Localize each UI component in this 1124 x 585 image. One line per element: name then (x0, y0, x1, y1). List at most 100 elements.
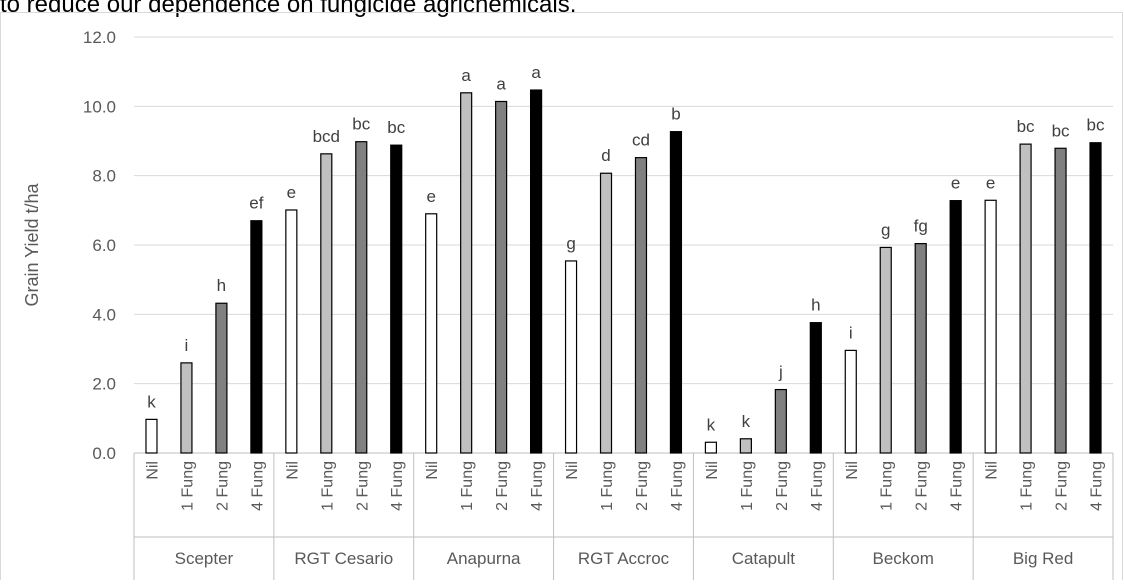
bar (320, 153, 333, 454)
data-label: e (986, 173, 995, 192)
bar (564, 260, 578, 454)
x-tick-label: 1 Fung (599, 461, 616, 511)
x-tick-label: 2 Fung (774, 461, 791, 511)
x-tick-label: 1 Fung (739, 461, 756, 511)
caption-text: to reduce our dependence on fungicide ag… (0, 0, 577, 18)
data-label: e (426, 187, 435, 206)
group-label: Scepter (175, 549, 234, 568)
group-label: RGT Accroc (578, 549, 670, 568)
data-label: k (742, 412, 751, 431)
bar (914, 243, 927, 454)
bar (285, 209, 298, 454)
x-tick-label: 4 Fung (249, 461, 266, 511)
x-tick-label: 4 Fung (389, 461, 406, 511)
data-label: bcd (313, 127, 340, 146)
data-label: bc (1087, 116, 1105, 135)
bar (599, 172, 613, 454)
bar (774, 388, 787, 454)
data-label: a (531, 63, 541, 82)
bar (180, 362, 193, 454)
data-label: e (951, 174, 960, 193)
x-tick-label: 2 Fung (634, 461, 651, 511)
data-label: g (881, 220, 890, 239)
y-tick-label: 8.0 (92, 167, 116, 186)
x-tick-label: 1 Fung (1019, 461, 1036, 511)
data-label: bc (1052, 121, 1070, 140)
group-label: Anapurna (447, 549, 521, 568)
y-tick-label: 4.0 (92, 305, 116, 324)
x-tick-label: Nil (564, 461, 581, 480)
data-label: j (778, 363, 783, 382)
x-tick-label: 2 Fung (1054, 461, 1071, 511)
data-label: i (849, 323, 853, 342)
x-tick-label: 1 Fung (459, 461, 476, 511)
bar (529, 89, 543, 454)
bar (460, 92, 473, 454)
x-tick-label: 2 Fung (914, 461, 931, 511)
x-tick-label: 1 Fung (179, 461, 196, 511)
data-label: k (147, 392, 156, 411)
bar (1089, 142, 1102, 454)
y-tick-label: 10.0 (83, 97, 116, 116)
x-tick-label: 4 Fung (1089, 461, 1106, 511)
bar (984, 199, 997, 454)
bar (739, 438, 752, 454)
x-tick-label: Nil (424, 461, 441, 480)
data-label: ef (249, 194, 263, 213)
x-tick-label: 1 Fung (319, 461, 336, 511)
bar (844, 349, 857, 454)
data-label: b (671, 105, 680, 124)
data-label: g (566, 234, 575, 253)
bar (425, 213, 438, 454)
bar (355, 141, 368, 454)
bar (495, 100, 508, 454)
x-tick-label: Nil (284, 461, 301, 480)
data-label: d (601, 146, 610, 165)
data-label: e (287, 183, 296, 202)
data-label: h (217, 276, 226, 295)
bar (1054, 147, 1067, 454)
x-tick-label: 2 Fung (214, 461, 231, 511)
data-label: cd (632, 131, 650, 150)
bar (949, 200, 962, 454)
x-tick-label: 1 Fung (879, 461, 896, 511)
x-tick-label: 2 Fung (354, 461, 371, 511)
chart-border (0, 12, 1123, 585)
bar (879, 246, 892, 454)
bar (215, 302, 228, 454)
data-label: h (811, 296, 820, 315)
x-tick-label: Nil (984, 461, 1001, 480)
bar (145, 418, 158, 454)
bar (390, 144, 403, 454)
data-label: i (185, 336, 189, 355)
data-label: bc (387, 118, 405, 137)
x-tick-label: 4 Fung (949, 461, 966, 511)
data-label: fg (914, 217, 928, 236)
x-tick-label: Nil (844, 461, 861, 480)
y-tick-label: 6.0 (92, 236, 116, 255)
bar (634, 157, 648, 454)
y-tick-label: 2.0 (92, 375, 116, 394)
x-tick-label: 4 Fung (669, 461, 686, 511)
bar (250, 220, 263, 454)
y-axis-label: Grain Yield t/ha (22, 182, 42, 306)
group-label: Catapult (732, 549, 796, 568)
y-tick-label: 0.0 (92, 444, 116, 463)
bar (669, 131, 683, 454)
bar (1019, 143, 1032, 454)
x-tick-label: 4 Fung (809, 461, 826, 511)
group-label: Big Red (1013, 549, 1073, 568)
x-tick-label: 4 Fung (529, 461, 546, 511)
data-label: a (461, 66, 471, 85)
x-tick-label: 2 Fung (494, 461, 511, 511)
group-label: RGT Cesario (294, 549, 393, 568)
data-label: bc (352, 115, 370, 134)
bar (809, 322, 822, 454)
x-tick-label: Nil (144, 461, 161, 480)
y-tick-label: 12.0 (83, 28, 116, 47)
bar (704, 441, 718, 454)
group-label: Beckom (873, 549, 934, 568)
data-label: a (496, 74, 506, 93)
